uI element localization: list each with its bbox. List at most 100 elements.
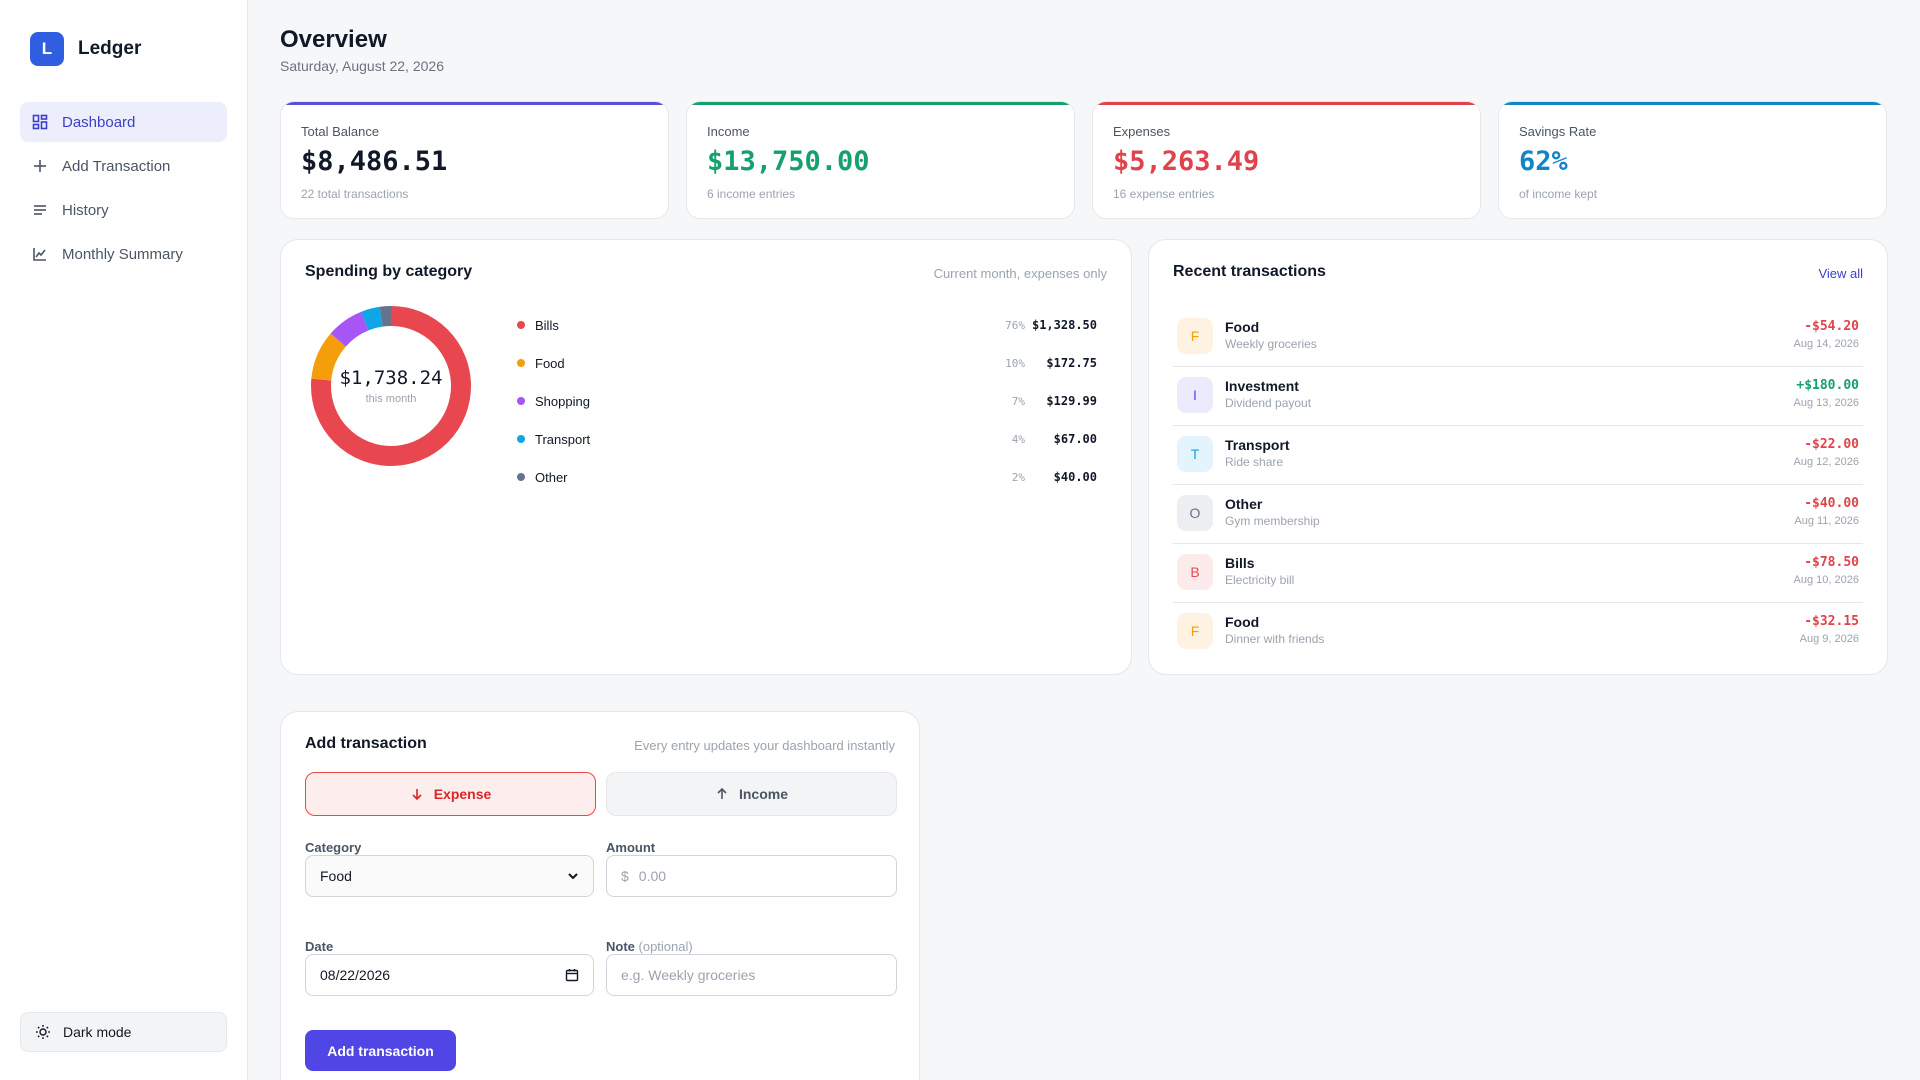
- stat-sub: 22 total transactions: [301, 187, 409, 201]
- dashboard-icon: [32, 114, 48, 130]
- legend-pct: 7%: [1011, 394, 1025, 408]
- transaction-row[interactable]: F Food Dinner with friends -$32.15 Aug 9, 20…: [1173, 603, 1863, 662]
- sidebar-nav: Dashboard Add Transaction History Monthl…: [20, 102, 227, 278]
- list-icon: [34, 205, 46, 215]
- expense-toggle-button[interactable]: Expense: [305, 772, 596, 816]
- stat-value: $8,486.51: [301, 146, 448, 177]
- transaction-amount: -$40.00: [1804, 496, 1859, 511]
- transaction-note: Dinner with friends: [1225, 632, 1325, 646]
- income-toggle-button[interactable]: Income: [606, 772, 897, 816]
- legend-row-bills: Bills 76% $1,328.50: [517, 306, 1097, 344]
- stat-accent-bar: [1093, 102, 1480, 105]
- sidebar: L Ledger Dashboard Add Transaction Histo…: [0, 0, 248, 1080]
- transaction-row[interactable]: O Other Gym membership -$40.00 Aug 11, 2026: [1173, 485, 1863, 544]
- category-avatar: F: [1177, 613, 1213, 649]
- donut-total-label: this month: [365, 393, 417, 405]
- transaction-note: Ride share: [1225, 455, 1284, 469]
- date-input[interactable]: 08/22/2026: [305, 954, 594, 996]
- add-transaction-button[interactable]: Add transaction: [305, 1030, 456, 1071]
- chevron-down-icon: [568, 873, 578, 880]
- legend-row-other: Other 2% $40.00: [517, 458, 1097, 496]
- transaction-category: Bills: [1225, 555, 1255, 571]
- legend-amount: $40.00: [1053, 470, 1097, 484]
- sun-icon: [36, 1025, 50, 1039]
- transaction-date: Aug 12, 2026: [1793, 456, 1859, 468]
- legend-name: Other: [535, 469, 568, 485]
- legend-row-transport: Transport 4% $67.00: [517, 420, 1097, 458]
- dark-mode-label: Dark mode: [63, 1024, 132, 1040]
- spending-donut-chart: [311, 306, 471, 466]
- dark-mode-toggle[interactable]: Dark mode: [20, 1012, 227, 1052]
- stat-value: 62%: [1519, 146, 1568, 177]
- transaction-note: Dividend payout: [1225, 396, 1312, 410]
- sidebar-item-monthly-summary[interactable]: Monthly Summary: [20, 234, 227, 274]
- transaction-date: Aug 10, 2026: [1793, 574, 1859, 586]
- form-hint: Every entry updates your dashboard insta…: [634, 738, 895, 753]
- stat-value: $5,263.49: [1113, 146, 1260, 177]
- legend-dot: [517, 397, 525, 405]
- category-label: Category: [305, 840, 362, 855]
- transaction-date: Aug 13, 2026: [1793, 397, 1859, 409]
- legend-amount: $67.00: [1053, 432, 1097, 446]
- sidebar-item-dashboard[interactable]: Dashboard: [20, 102, 227, 142]
- transaction-amount: -$32.15: [1804, 614, 1859, 629]
- legend-amount: $1,328.50: [1031, 318, 1097, 332]
- recent-title: Recent transactions: [1173, 263, 1326, 280]
- transaction-row[interactable]: B Bills Electricity bill -$78.50 Aug 10, 202…: [1173, 544, 1863, 603]
- view-all-link[interactable]: View all: [1818, 266, 1863, 281]
- stat-accent-bar: [687, 102, 1074, 105]
- sidebar-item-add-transaction[interactable]: Add Transaction: [20, 146, 227, 186]
- note-input[interactable]: e.g. Weekly groceries: [606, 954, 897, 996]
- legend-pct: 4%: [1011, 432, 1025, 446]
- note-label: Note (optional): [606, 939, 693, 954]
- category-avatar: B: [1177, 554, 1213, 590]
- donut-center: $1,738.24 this month: [311, 306, 471, 466]
- transaction-date: Aug 14, 2026: [1793, 338, 1859, 350]
- stat-accent-bar: [281, 102, 668, 105]
- page-title: Overview: [280, 26, 387, 53]
- income-toggle-label: Income: [738, 786, 788, 802]
- legend-row-food: Food 10% $172.75: [517, 344, 1097, 382]
- note-placeholder: e.g. Weekly groceries: [621, 967, 756, 983]
- transaction-row[interactable]: T Transport Ride share -$22.00 Aug 12, 2026: [1173, 426, 1863, 485]
- legend-name: Shopping: [535, 393, 590, 409]
- transaction-date: Aug 11, 2026: [1794, 515, 1859, 527]
- note-label-text: Note: [606, 939, 635, 954]
- amount-input[interactable]: $ 0.00: [606, 855, 897, 897]
- transaction-category: Food: [1225, 319, 1260, 335]
- transaction-note: Electricity bill: [1225, 573, 1295, 587]
- stat-card-savings-rate: Savings Rate 62% of income kept: [1498, 101, 1887, 219]
- stat-sub: of income kept: [1519, 187, 1598, 201]
- transaction-category: Other: [1225, 496, 1263, 512]
- spending-title: Spending by category: [305, 263, 473, 280]
- legend-dot: [517, 359, 525, 367]
- date-value: 08/22/2026: [320, 967, 391, 983]
- stat-sub: 6 income entries: [707, 187, 796, 201]
- category-avatar: O: [1177, 495, 1213, 531]
- category-select[interactable]: Food: [305, 855, 594, 897]
- spending-panel: Spending by category Current month, expe…: [280, 239, 1132, 675]
- transaction-category: Investment: [1225, 378, 1299, 394]
- stat-label: Total Balance: [301, 124, 380, 139]
- brand: L Ledger: [30, 32, 141, 66]
- sidebar-item-label: History: [62, 201, 109, 219]
- currency-symbol: $: [621, 868, 629, 884]
- category-value: Food: [320, 868, 352, 884]
- transaction-row[interactable]: F Food Weekly groceries -$54.20 Aug 14, 2026: [1173, 308, 1863, 367]
- chart-line-icon: [33, 248, 46, 261]
- transaction-note: Weekly groceries: [1225, 337, 1317, 351]
- legend-amount: $129.99: [1046, 394, 1097, 408]
- form-title: Add transaction: [305, 735, 427, 752]
- spending-hint: Current month, expenses only: [933, 266, 1107, 281]
- transaction-row[interactable]: I Investment Dividend payout +$180.00 Aug 13…: [1173, 367, 1863, 426]
- expense-toggle-label: Expense: [433, 786, 492, 802]
- legend-dot: [517, 321, 525, 329]
- stat-label: Expenses: [1113, 124, 1171, 139]
- sidebar-item-history[interactable]: History: [20, 190, 227, 230]
- amount-placeholder: 0.00: [638, 868, 667, 884]
- category-avatar: F: [1177, 318, 1213, 354]
- arrow-up-icon: [717, 787, 727, 799]
- sidebar-item-label: Monthly Summary: [62, 245, 183, 263]
- legend-name: Bills: [535, 317, 559, 333]
- date-label: Date: [305, 939, 334, 954]
